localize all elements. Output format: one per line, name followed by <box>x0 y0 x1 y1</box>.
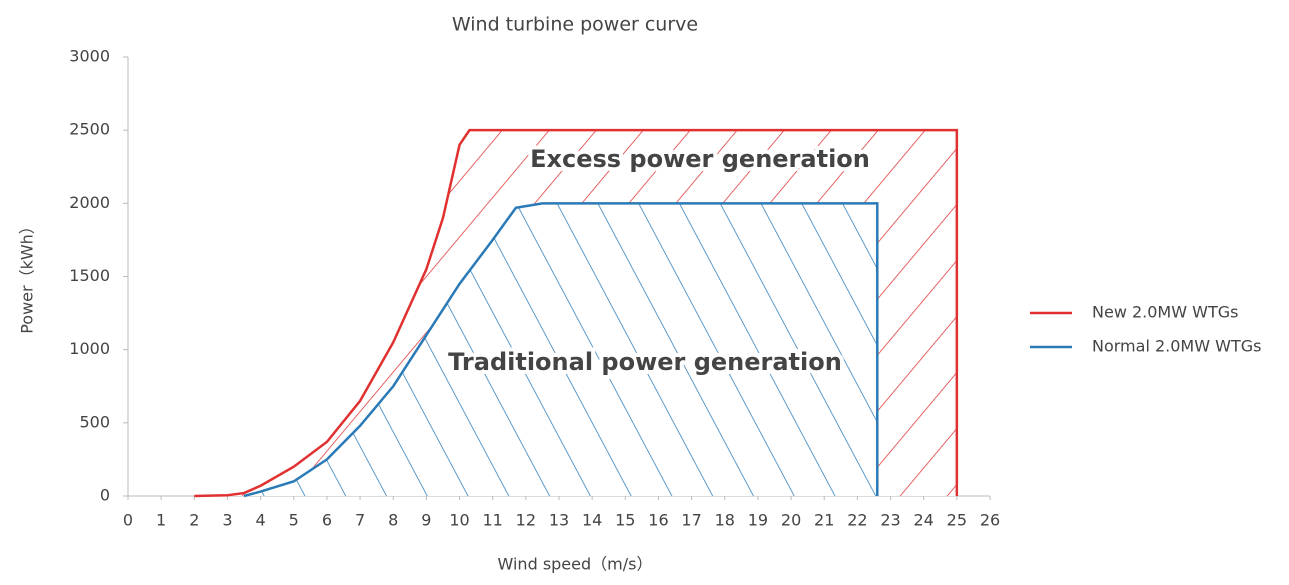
x-tick-label: 25 <box>947 511 967 530</box>
x-tick-label: 2 <box>189 511 199 530</box>
y-tick-label: 0 <box>100 486 110 505</box>
y-tick-label: 1500 <box>69 266 110 285</box>
annotation: Traditional power generation <box>448 348 842 376</box>
legend-label: New 2.0MW WTGs <box>1092 303 1238 322</box>
x-tick-label: 12 <box>516 511 536 530</box>
y-tick-label: 2500 <box>69 120 110 139</box>
x-tick-label: 22 <box>847 511 867 530</box>
series-line <box>194 128 959 498</box>
x-tick-label: 0 <box>123 511 133 530</box>
x-tick-label: 18 <box>715 511 735 530</box>
y-tick-label: 2000 <box>69 193 110 212</box>
x-tick-label: 9 <box>421 511 431 530</box>
x-tick-label: 13 <box>549 511 569 530</box>
x-tick-label: 19 <box>748 511 768 530</box>
legend-label: Normal 2.0MW WTGs <box>1092 337 1261 356</box>
x-axis-label: Wind speed（m/s） <box>498 555 653 574</box>
x-tick-label: 24 <box>914 511 934 530</box>
x-tick-label: 14 <box>582 511 602 530</box>
x-tick-label: 11 <box>483 511 503 530</box>
y-tick-label: 1000 <box>69 339 110 358</box>
x-tick-label: 16 <box>648 511 668 530</box>
x-tick-label: 1 <box>156 511 166 530</box>
x-tick-label: 21 <box>814 511 834 530</box>
area-hatch <box>244 203 878 497</box>
chart-title: Wind turbine power curve <box>452 14 698 36</box>
x-tick-label: 8 <box>388 511 398 530</box>
y-axis-label: Power（kWh） <box>18 218 37 334</box>
x-tick-label: 10 <box>449 511 469 530</box>
x-tick-label: 20 <box>781 511 801 530</box>
x-tick-label: 3 <box>222 511 232 530</box>
x-tick-label: 7 <box>355 511 365 530</box>
x-tick-label: 4 <box>256 511 266 530</box>
x-tick-label: 23 <box>880 511 900 530</box>
x-tick-label: 6 <box>322 511 332 530</box>
y-tick-label: 500 <box>79 412 110 431</box>
x-tick-label: 17 <box>681 511 701 530</box>
x-tick-label: 15 <box>615 511 635 530</box>
x-tick-label: 5 <box>289 511 299 530</box>
annotation: Excess power generation <box>530 145 870 173</box>
x-tick-label: 26 <box>980 511 1000 530</box>
series-line <box>243 202 879 498</box>
y-tick-label: 3000 <box>69 47 110 66</box>
